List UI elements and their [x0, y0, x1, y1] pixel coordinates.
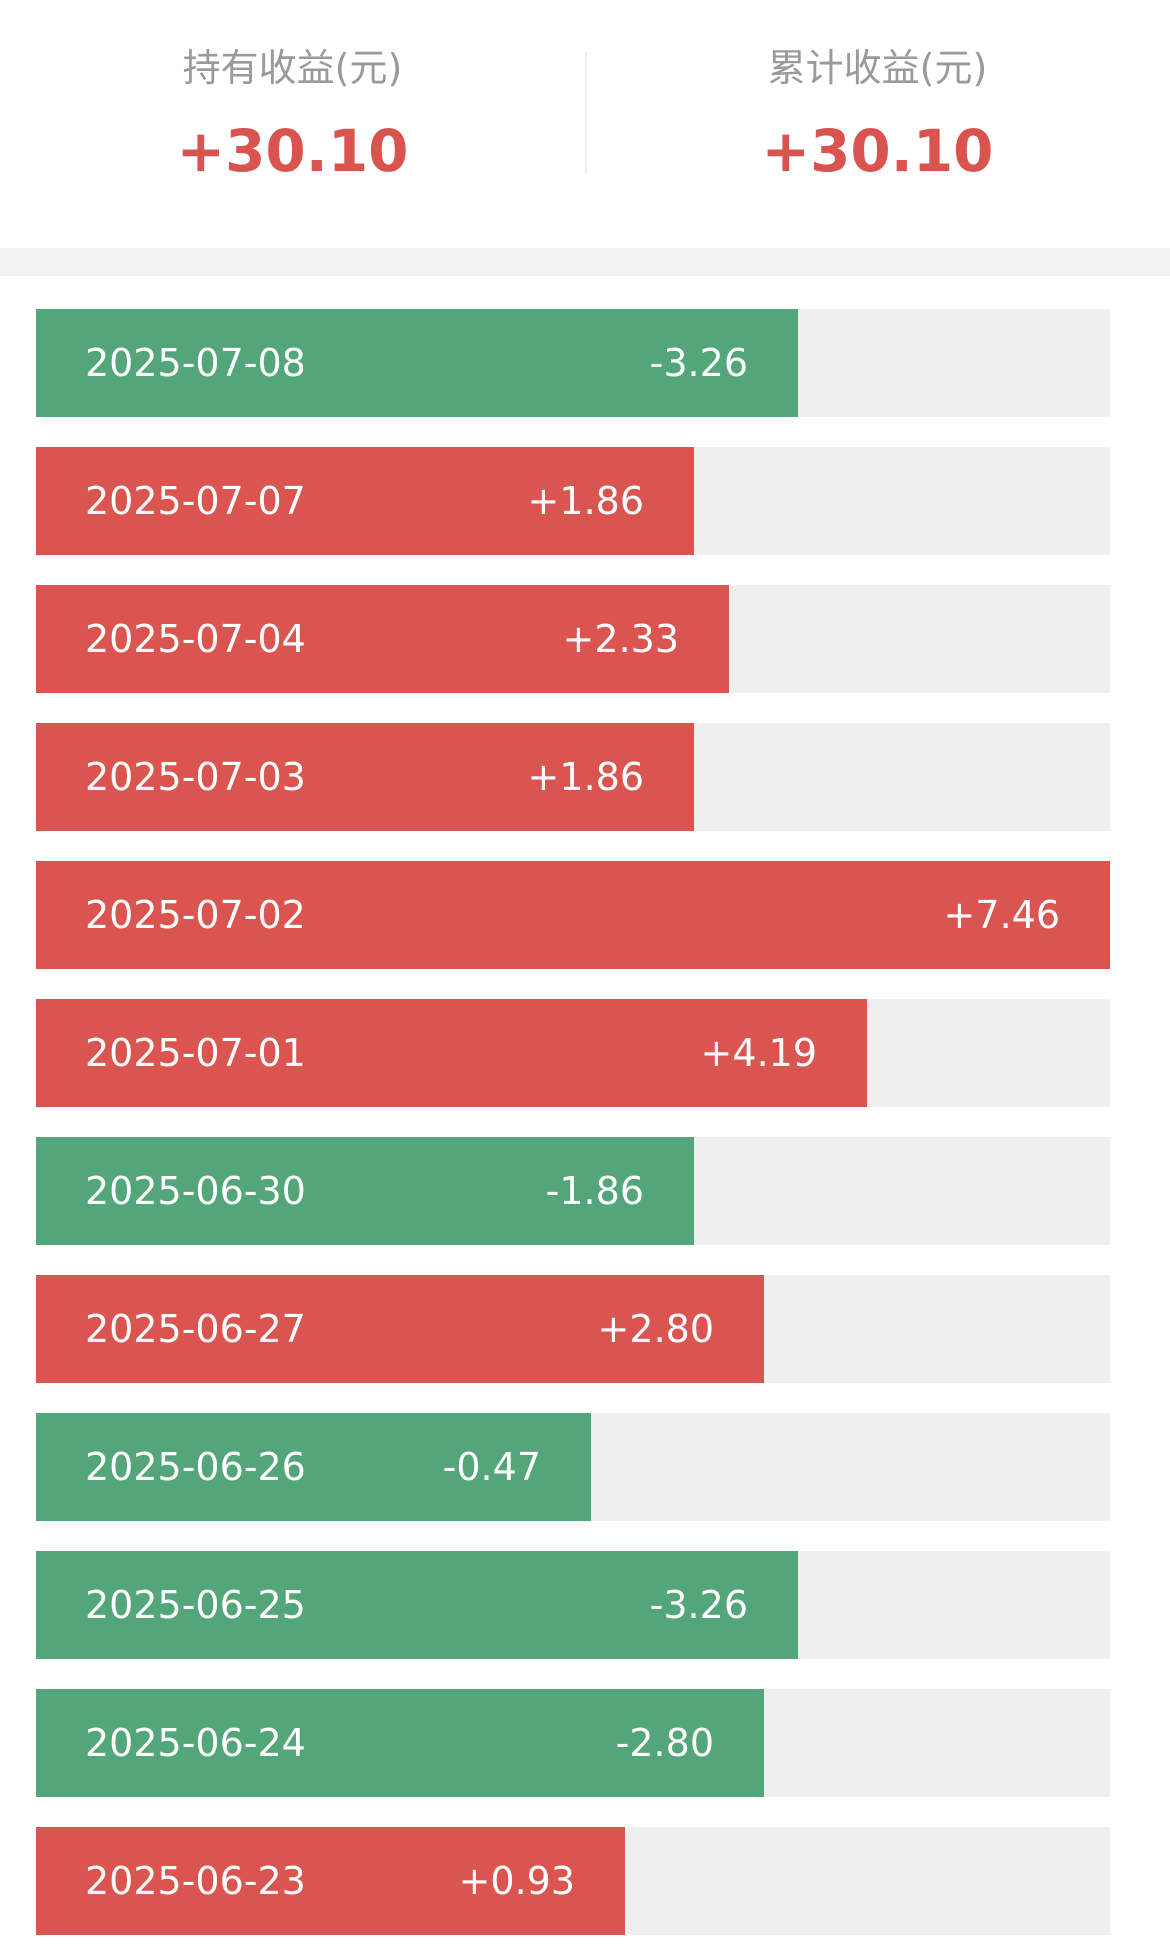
daily-return-row[interactable]: 2025-07-07 +1.86 [36, 447, 1110, 555]
section-divider [0, 248, 1170, 276]
daily-return-bar: 2025-06-30 -1.86 [36, 1137, 694, 1245]
daily-return-bar: 2025-07-08 -3.26 [36, 309, 798, 417]
daily-return-amount: -2.80 [615, 1721, 714, 1765]
daily-return-bar: 2025-06-27 +2.80 [36, 1275, 764, 1383]
daily-return-amount: -3.26 [649, 1583, 748, 1627]
daily-return-row[interactable]: 2025-06-30 -1.86 [36, 1137, 1110, 1245]
daily-return-row[interactable]: 2025-07-08 -3.26 [36, 309, 1110, 417]
daily-return-bar: 2025-07-01 +4.19 [36, 999, 867, 1107]
daily-return-row[interactable]: 2025-07-01 +4.19 [36, 999, 1110, 1107]
daily-return-date: 2025-07-08 [85, 341, 306, 385]
daily-return-bar: 2025-06-24 -2.80 [36, 1689, 764, 1797]
daily-return-bar: 2025-06-23 +0.93 [36, 1827, 625, 1935]
daily-return-row[interactable]: 2025-06-26 -0.47 [36, 1413, 1110, 1521]
daily-return-date: 2025-06-25 [85, 1583, 306, 1627]
daily-return-date: 2025-06-26 [85, 1445, 306, 1489]
daily-return-date: 2025-06-27 [85, 1307, 306, 1351]
daily-return-amount: -1.86 [545, 1169, 644, 1213]
daily-return-date: 2025-07-02 [85, 893, 306, 937]
daily-return-bar: 2025-07-04 +2.33 [36, 585, 729, 693]
holding-earnings: 持有收益(元) +30.10 [0, 0, 585, 248]
daily-return-bar: 2025-06-25 -3.26 [36, 1551, 798, 1659]
daily-return-date: 2025-06-23 [85, 1859, 306, 1903]
daily-return-row[interactable]: 2025-06-25 -3.26 [36, 1551, 1110, 1659]
daily-return-amount: +2.33 [562, 617, 679, 661]
daily-return-row[interactable]: 2025-07-03 +1.86 [36, 723, 1110, 831]
daily-return-row[interactable]: 2025-06-27 +2.80 [36, 1275, 1110, 1383]
daily-return-amount: -3.26 [649, 341, 748, 385]
holding-earnings-label: 持有收益(元) [182, 46, 403, 90]
daily-return-bar: 2025-07-07 +1.86 [36, 447, 694, 555]
daily-return-row[interactable]: 2025-06-24 -2.80 [36, 1689, 1110, 1797]
daily-return-amount: +4.19 [700, 1031, 817, 1075]
daily-return-bar: 2025-07-02 +7.46 [36, 861, 1110, 969]
daily-return-amount: +1.86 [527, 479, 644, 523]
summary-divider [585, 52, 587, 174]
daily-return-amount: -0.47 [442, 1445, 541, 1489]
daily-return-bar: 2025-07-03 +1.86 [36, 723, 694, 831]
cumulative-earnings-label: 累计收益(元) [767, 46, 988, 90]
daily-return-date: 2025-07-04 [85, 617, 306, 661]
cumulative-earnings-value: +30.10 [761, 117, 994, 185]
daily-return-bar: 2025-06-26 -0.47 [36, 1413, 591, 1521]
daily-return-date: 2025-07-07 [85, 479, 306, 523]
earnings-summary: 持有收益(元) +30.10 累计收益(元) +30.10 [0, 0, 1170, 248]
cumulative-earnings: 累计收益(元) +30.10 [585, 0, 1170, 248]
daily-returns-list: 2025-07-08 -3.26 2025-07-07 +1.86 2025-07-04… [0, 276, 1170, 1953]
daily-return-date: 2025-06-24 [85, 1721, 306, 1765]
daily-return-row[interactable]: 2025-06-23 +0.93 [36, 1827, 1110, 1935]
daily-return-amount: +2.80 [597, 1307, 714, 1351]
daily-return-row[interactable]: 2025-07-04 +2.33 [36, 585, 1110, 693]
daily-return-date: 2025-07-01 [85, 1031, 306, 1075]
daily-return-amount: +1.86 [527, 755, 644, 799]
daily-return-date: 2025-07-03 [85, 755, 306, 799]
daily-return-amount: +7.46 [943, 893, 1060, 937]
holding-earnings-value: +30.10 [176, 117, 409, 185]
daily-return-date: 2025-06-30 [85, 1169, 306, 1213]
daily-return-amount: +0.93 [458, 1859, 575, 1903]
daily-return-row[interactable]: 2025-07-02 +7.46 [36, 861, 1110, 969]
